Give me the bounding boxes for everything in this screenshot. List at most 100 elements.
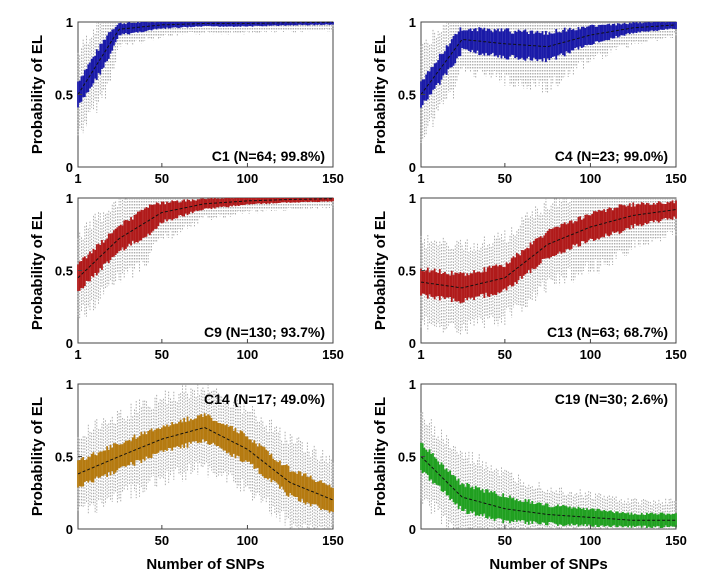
box <box>565 506 568 526</box>
box <box>560 506 563 525</box>
box <box>320 198 322 202</box>
box <box>462 272 465 303</box>
box <box>599 24 602 42</box>
box <box>210 22 213 27</box>
box <box>309 22 312 25</box>
box <box>444 469 446 491</box>
box <box>634 22 636 33</box>
box <box>589 509 592 526</box>
box <box>461 30 463 49</box>
box <box>507 263 510 287</box>
box <box>282 198 285 203</box>
box <box>188 421 191 443</box>
box <box>488 265 491 298</box>
box <box>555 29 558 60</box>
box <box>155 22 158 30</box>
box <box>586 508 588 527</box>
box <box>285 198 288 203</box>
x-tick-label: 150 <box>322 347 344 362</box>
box <box>227 22 230 27</box>
median-line <box>77 198 334 279</box>
box <box>279 198 281 203</box>
box <box>299 471 302 502</box>
panel-title: C14 (N=17; 49.0%) <box>204 391 325 407</box>
box <box>251 198 254 205</box>
box <box>555 506 558 525</box>
box <box>212 198 215 208</box>
box <box>510 498 513 522</box>
box <box>232 22 235 27</box>
x-axis-label: Number of SNPs <box>489 556 607 573</box>
plot-area <box>77 197 334 344</box>
box <box>449 275 451 298</box>
box <box>280 22 283 26</box>
y-tick-label: 1 <box>66 191 73 206</box>
box <box>587 215 590 241</box>
box <box>279 460 281 489</box>
box <box>308 22 310 26</box>
box <box>205 22 208 26</box>
box <box>471 486 474 514</box>
box <box>113 230 115 257</box>
box <box>325 198 328 202</box>
box <box>611 210 614 232</box>
box <box>212 22 215 27</box>
box <box>505 497 508 521</box>
box <box>184 22 187 27</box>
box <box>94 249 97 274</box>
box <box>297 22 300 25</box>
box <box>666 201 669 220</box>
box <box>178 202 180 216</box>
box <box>237 198 240 206</box>
box <box>497 266 499 293</box>
box <box>505 28 508 60</box>
box <box>285 22 288 26</box>
box <box>291 471 293 496</box>
box <box>433 457 436 483</box>
y-tick-label: 1 <box>409 377 416 392</box>
box <box>579 29 582 47</box>
box <box>198 22 201 27</box>
box <box>330 198 333 202</box>
box <box>140 431 143 464</box>
box <box>423 447 426 472</box>
box <box>644 514 647 526</box>
box <box>625 513 628 527</box>
box <box>222 22 225 27</box>
box <box>661 203 664 220</box>
box <box>227 198 230 208</box>
box <box>268 198 271 204</box>
box <box>491 32 494 53</box>
box <box>669 514 672 526</box>
box <box>663 22 665 30</box>
x-tick-label: 100 <box>237 533 259 548</box>
box <box>273 198 276 204</box>
box <box>491 265 494 296</box>
box <box>80 458 83 487</box>
box <box>313 22 316 26</box>
box <box>304 198 307 202</box>
box <box>255 443 257 469</box>
box <box>309 198 312 202</box>
box <box>325 22 328 25</box>
box <box>510 258 513 287</box>
box <box>248 198 251 205</box>
x-tick-label: 100 <box>237 171 259 186</box>
box <box>639 22 641 33</box>
box <box>316 198 319 203</box>
box <box>258 443 261 474</box>
box <box>599 510 602 526</box>
box <box>125 219 127 249</box>
box <box>646 202 648 225</box>
box <box>545 503 547 526</box>
box <box>604 510 607 527</box>
box <box>150 428 153 459</box>
x-tick-label: 150 <box>322 533 344 548</box>
x-tick-label: 1 <box>74 171 81 186</box>
box <box>541 237 544 260</box>
box <box>675 513 677 528</box>
box <box>167 22 170 29</box>
box <box>495 493 498 519</box>
